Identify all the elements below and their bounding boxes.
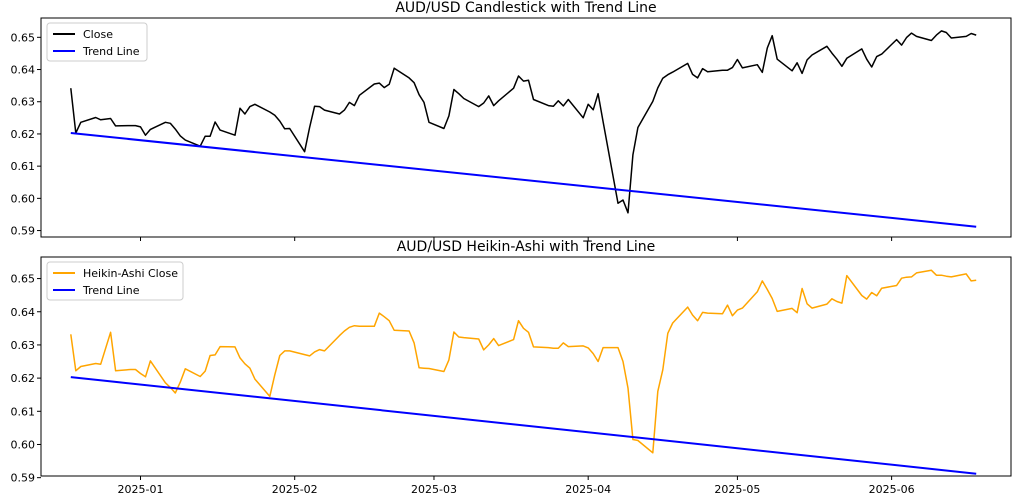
legend: Close Trend Line [46, 22, 148, 62]
y-tick-label: 0.60 [11, 192, 36, 205]
candlestick-panel: AUD/USD Candlestick with Trend Line 0.59… [11, 0, 1012, 241]
x-tick-label: 2025-04 [565, 483, 611, 496]
legend-label-trend-line: Trend Line [82, 284, 140, 297]
y-tick-label: 0.63 [11, 96, 36, 109]
y-tick-label: 0.59 [11, 225, 36, 238]
y-tick-label: 0.62 [11, 128, 36, 141]
y-tick-label: 0.59 [11, 472, 36, 485]
y-tick-label: 0.62 [11, 372, 36, 385]
y-tick-label: 0.64 [11, 306, 36, 319]
series-line-heikin-ashi-close [70, 269, 977, 454]
series-line-close [70, 30, 977, 214]
x-tick-label: 2025-01 [118, 483, 164, 496]
legend: Heikin-Ashi Close Trend Line [46, 261, 184, 301]
x-tick-label: 2025-06 [869, 483, 915, 496]
plot-frame [40, 17, 1012, 238]
x-tick-label: 2025-05 [714, 483, 760, 496]
legend-label-close: Close [83, 28, 113, 41]
legend-box [46, 261, 184, 301]
y-tick-label: 0.61 [11, 160, 36, 173]
y-tick-label: 0.64 [11, 64, 36, 77]
series-layer [70, 269, 977, 475]
y-tick-label: 0.61 [11, 405, 36, 418]
x-axis: 2025-01 2025-02 2025-03 2025-04 2025-05 2025-… [118, 476, 915, 496]
y-axis: 0.59 0.60 0.61 0.62 0.63 0.64 0.65 [11, 31, 41, 238]
chart-title: AUD/USD Candlestick with Trend Line [395, 0, 656, 16]
y-tick-label: 0.65 [11, 31, 36, 44]
legend-label-heikin-ashi-close: Heikin-Ashi Close [83, 267, 178, 280]
series-line-trend-line [70, 376, 977, 475]
y-tick-label: 0.65 [11, 273, 36, 286]
y-tick-label: 0.63 [11, 339, 36, 352]
chart-title: AUD/USD Heikin-Ashi with Trend Line [397, 239, 656, 255]
y-tick-label: 0.60 [11, 438, 36, 451]
legend-label-trend-line: Trend Line [82, 45, 140, 58]
plot-frame [40, 256, 1012, 477]
series-line-trend-line [70, 132, 977, 228]
x-tick-label: 2025-02 [272, 483, 318, 496]
x-tick-label: 2025-03 [411, 483, 457, 496]
x-axis [139, 237, 893, 241]
series-layer [70, 30, 977, 228]
y-axis: 0.59 0.60 0.61 0.62 0.63 0.64 0.65 [11, 273, 41, 485]
heikin-ashi-panel: AUD/USD Heikin-Ashi with Trend Line 0.59… [11, 239, 1012, 496]
